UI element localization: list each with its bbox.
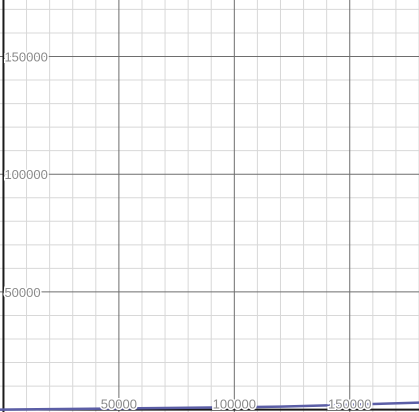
tick-labels: 50000 100000 150000 50000 100000 150000 — [3, 48, 373, 412]
y-tick-label: 150000 — [4, 50, 47, 65]
x-tick-label: 150000 — [328, 397, 371, 412]
series-line — [0, 401, 419, 411]
y-tick-label: 100000 — [4, 167, 47, 182]
series-layer — [0, 401, 419, 411]
x-tick-label: 100000 — [213, 397, 256, 412]
y-tick-label: 50000 — [4, 285, 40, 300]
x-tick-label: 50000 — [101, 397, 137, 412]
